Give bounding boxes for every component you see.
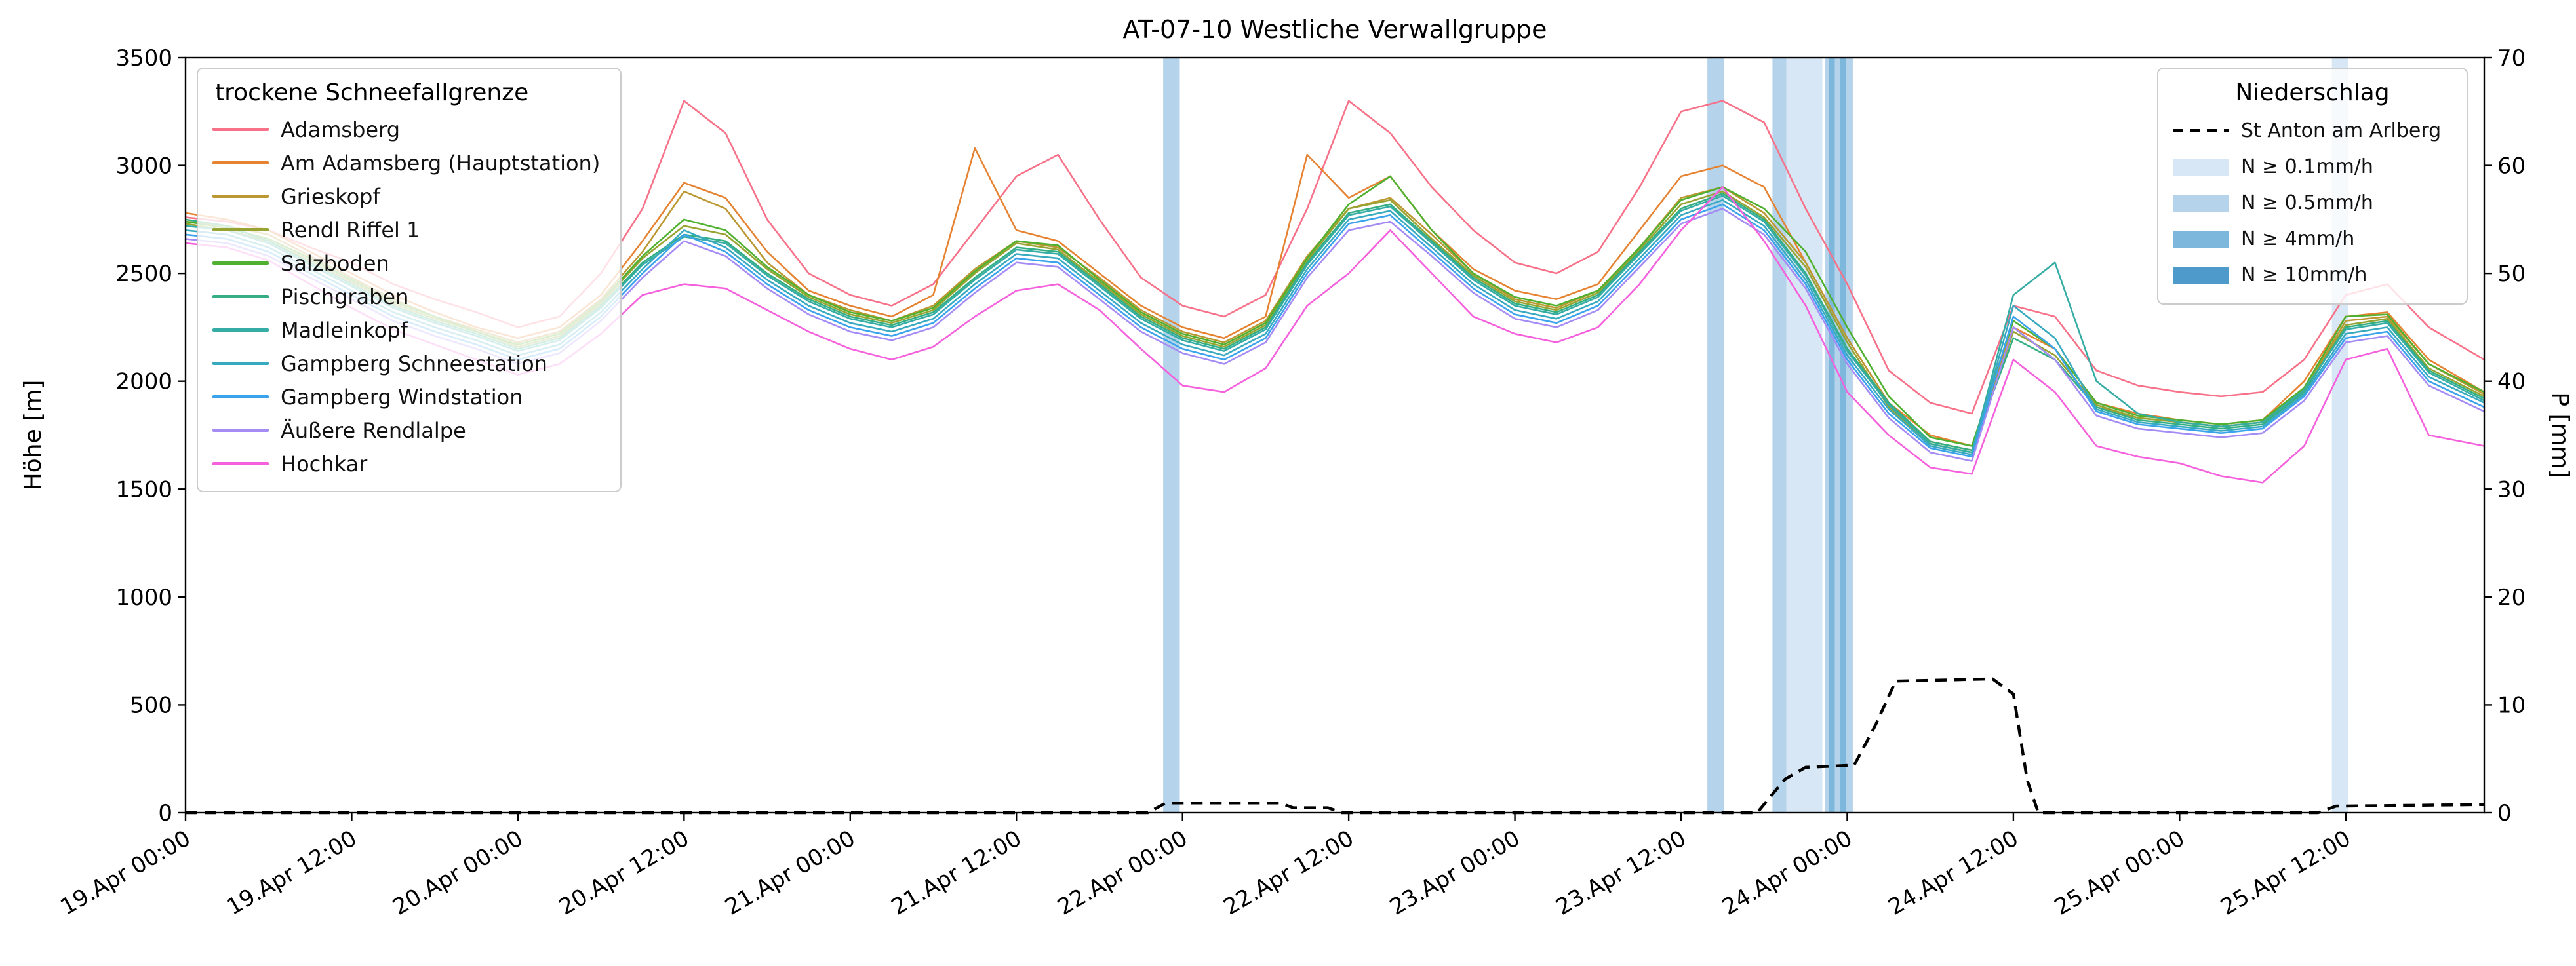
snowline-legend-item: Gampberg Windstation [212,380,606,414]
legend-item-label: Salzboden [281,250,389,276]
x-tick-label: 23.Apr 12:00 [1552,825,1691,920]
snowline-legend-item: Am Adamsberg (Hauptstation) [212,146,606,180]
snowline-legend-item: Grieskopf [212,180,606,213]
y-left-tick-label: 0 [158,800,172,826]
legend-item-label: Äußere Rendlalpe [281,417,466,443]
precip-band [1840,58,1846,813]
x-tick-label: 22.Apr 00:00 [1053,825,1192,920]
precip-legend-item-band: N ≥ 4mm/h [2173,221,2452,257]
legend-line-swatch [212,462,269,465]
y-left-tick-label: 1000 [115,585,172,611]
band-color-swatch [2173,194,2229,212]
legend-line-swatch [212,161,269,164]
legend-item-label: N ≥ 4mm/h [2241,227,2355,250]
legend-item-label: Rendl Riffel 1 [281,217,420,242]
legend-item-label: Gampberg Schneestation [281,351,547,376]
legend-item-label: Am Adamsberg (Hauptstation) [281,150,601,176]
y-right-tick-label: 20 [2497,585,2526,611]
x-tick-label: 22.Apr 12:00 [1219,825,1358,920]
precip-legend: Niederschlag St Anton am Arlberg N ≥ 0.1m… [2157,68,2468,305]
x-tick-label: 21.Apr 00:00 [721,825,860,920]
snowline-legend-item: Pischgraben [212,280,606,313]
legend-item-label: Hochkar [281,451,368,476]
y-axis-label-right: P [mm] [2546,392,2573,478]
x-tick-label: 21.Apr 12:00 [887,825,1026,920]
snowline-legend-item: Salzboden [212,246,606,280]
precip-legend-title: Niederschlag [2235,79,2390,106]
legend-line-swatch [212,429,269,432]
band-color-swatch [2173,158,2229,176]
legend-line-swatch [212,362,269,365]
x-tick-label: 24.Apr 12:00 [1884,825,2023,920]
y-left-tick-label: 2000 [115,369,172,395]
precip-band [1707,58,1724,813]
legend-line-swatch [212,228,269,231]
snowline-legend-item: Hochkar [212,447,606,480]
band-color-swatch [2173,266,2229,284]
y-right-tick-label: 0 [2497,800,2512,826]
legend-item-label: Madleinkopf [281,317,408,343]
plot-border [184,56,2486,814]
band-color-swatch [2173,230,2229,248]
precip-legend-items: St Anton am Arlberg N ≥ 0.1mm/h N ≥ 0.5mm/… [2173,113,2452,293]
y-right-tick-label: 40 [2497,369,2526,395]
y-right-tick-label: 60 [2497,153,2526,180]
dashed-line-swatch [2173,129,2229,132]
y-left-tick-label: 3000 [115,153,172,180]
legend-item-label: Grieskopf [281,184,380,209]
y-right-tick-label: 30 [2497,476,2526,503]
legend-item-label: Pischgraben [281,284,409,309]
y-right-tick-label: 10 [2497,692,2526,718]
x-tick-label: 19.Apr 00:00 [56,825,195,920]
legend-item-label: Adamsberg [281,117,400,142]
snowline-legend-item: Adamsberg [212,113,606,146]
legend-line-swatch [212,328,269,332]
x-tick-label: 24.Apr 00:00 [1718,825,1857,920]
x-tick-label: 20.Apr 00:00 [388,825,527,920]
precip-legend-item-band: N ≥ 0.5mm/h [2173,185,2452,221]
legend-line-swatch [212,261,269,265]
legend-line-swatch [212,295,269,298]
precip-legend-item-line: St Anton am Arlberg [2173,113,2452,149]
legend-item-label: N ≥ 0.1mm/h [2241,155,2373,178]
precip-line-st-anton [186,677,2485,815]
precip-line-layer [186,677,2485,815]
precip-band [1772,58,1787,813]
legend-line-swatch [212,128,269,131]
snowline-legend-item: Gampberg Schneestation [212,347,606,380]
y-left-tick-label: 3500 [115,45,172,71]
y-right-tick-label: 70 [2497,45,2526,71]
y-left-tick-label: 2500 [115,261,172,287]
x-tick-label: 25.Apr 00:00 [2050,825,2189,920]
snowline-legend-item: Rendl Riffel 1 [212,213,606,246]
precip-band [1786,58,1823,813]
precip-legend-item-band: N ≥ 0.1mm/h [2173,149,2452,185]
legend-line-swatch [212,195,269,198]
snowline-legend: trockene Schneefallgrenze Adamsberg Am Ad… [197,68,622,492]
legend-line-swatch [212,395,269,398]
legend-item-label: Gampberg Windstation [281,384,523,410]
x-tick-label: 25.Apr 12:00 [2216,825,2355,920]
y-axis-label-left: Höhe [m] [20,380,47,491]
snowline-legend-item: Äußere Rendlalpe [212,414,606,447]
snowline-legend-item: Madleinkopf [212,313,606,347]
legend-item-label: N ≥ 10mm/h [2241,263,2368,286]
x-tick-label: 19.Apr 12:00 [222,825,361,920]
snowline-legend-items: Adamsberg Am Adamsberg (Hauptstation) Grie… [212,113,606,480]
precip-band [1829,58,1835,813]
x-tick-label: 23.Apr 00:00 [1385,825,1524,920]
chart-title: AT-07-10 Westliche Verwallgruppe [1123,15,1547,44]
precip-band [1163,58,1180,813]
plot-frame [184,56,2486,814]
legend-item-label: St Anton am Arlberg [2241,119,2442,142]
precip-legend-item-band: N ≥ 10mm/h [2173,257,2452,293]
snowline-legend-title: trockene Schneefallgrenze [215,79,529,106]
y-left-tick-label: 1500 [115,476,172,503]
x-tick-label: 20.Apr 12:00 [555,825,694,920]
legend-item-label: N ≥ 0.5mm/h [2241,191,2373,214]
y-right-tick-label: 50 [2497,261,2526,287]
y-left-tick-label: 500 [130,692,172,718]
